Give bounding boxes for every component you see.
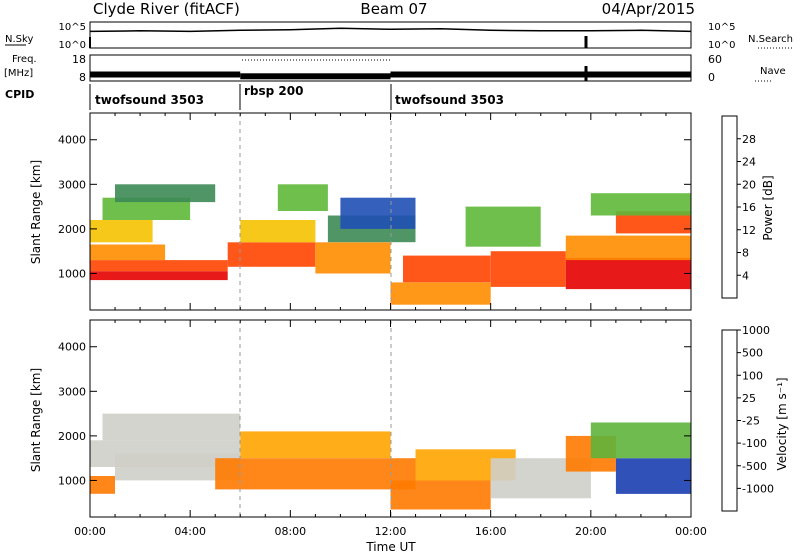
nsky-bottom-tick: 10^0 xyxy=(59,40,86,51)
nsearch-bottom-tick: 10^0 xyxy=(708,40,735,51)
freq-label: Freq. xyxy=(12,54,37,65)
time-tick-label: 00:00 xyxy=(675,525,707,538)
time-tick-label: 16:00 xyxy=(475,525,507,538)
velocity-colorbar-tick: -100 xyxy=(742,437,767,450)
velocity-colorbar-tick: 25 xyxy=(742,392,756,405)
cpid-segment-2: rbsp 200 xyxy=(244,84,303,98)
power-ytick-label: 4000 xyxy=(58,134,86,147)
velocity-colorbar-tick: 500 xyxy=(742,347,763,360)
velocity-band xyxy=(102,413,241,441)
power-band xyxy=(465,206,541,247)
nsearch-top-tick: 10^5 xyxy=(708,22,735,33)
velocity-colorbar-tick: -500 xyxy=(742,460,767,473)
time-tick-label: 04:00 xyxy=(174,525,206,538)
nsky-top-tick: 10^5 xyxy=(59,22,86,33)
velocity-ytick-label: 2000 xyxy=(58,430,86,443)
power-colorbar-tick: 16 xyxy=(742,201,756,214)
freq-segment-1 xyxy=(90,71,241,78)
power-band xyxy=(90,244,166,261)
power-ylabel: Slant Range [km] xyxy=(29,160,43,264)
power-ytick-label: 2000 xyxy=(58,223,86,236)
velocity-colorbar-label: Velocity [m s⁻¹] xyxy=(775,377,789,470)
freq-bottom-tick: 8 xyxy=(79,71,86,84)
power-panel: 1000 2000 3000 4000 Slant Range [km] 4 8 12 16… xyxy=(29,112,775,311)
station-title: Clyde River (fitACF) xyxy=(93,0,240,18)
time-axis-label: Time UT xyxy=(365,540,416,554)
time-tick-label: 20:00 xyxy=(575,525,607,538)
power-band xyxy=(565,235,691,261)
power-ytick-label: 1000 xyxy=(58,267,86,280)
nsky-series xyxy=(89,27,692,33)
velocity-ytick-label: 1000 xyxy=(58,474,86,487)
velocity-colorbar-tick: -25 xyxy=(742,415,760,428)
velocity-panel: 1000 2000 3000 4000 00:00 04:00 08:00 12:00 16:… xyxy=(29,319,789,554)
velocity-band xyxy=(90,476,115,494)
power-band xyxy=(277,184,328,211)
nsky-panel: N.Sky 10^5 10^0 10^5 10^0 N.Search xyxy=(5,21,793,51)
power-colorbar-tick: 24 xyxy=(742,156,756,169)
power-band xyxy=(490,251,566,287)
cpid-label: CPID xyxy=(5,88,34,101)
freq-top-tick: 18 xyxy=(72,53,86,66)
cpid-segment-3: twofsound 3503 xyxy=(395,93,504,107)
power-band xyxy=(90,260,228,272)
freq-unit: [MHz] xyxy=(4,68,33,79)
velocity-ylabel: Slant Range [km] xyxy=(29,368,43,472)
power-band xyxy=(240,220,316,243)
power-colorbar-tick: 8 xyxy=(742,247,749,260)
power-band xyxy=(340,197,416,229)
velocity-colorbar-tick: -1000 xyxy=(742,482,774,495)
cpid-segment-1: twofsound 3503 xyxy=(95,93,204,107)
velocity-band xyxy=(615,458,691,494)
power-band xyxy=(565,257,691,290)
nave-label: Nave xyxy=(760,66,786,77)
velocity-colorbar-tick: 1000 xyxy=(742,324,770,337)
time-tick-label: 12:00 xyxy=(375,525,407,538)
cpid-strip: CPID twofsound 3503 rbsp 200 twofsound 3… xyxy=(5,84,504,110)
power-ytick-label: 3000 xyxy=(58,178,86,191)
nsearch-label: N.Search xyxy=(748,34,793,45)
velocity-band xyxy=(215,458,416,490)
freq-panel: Freq. [MHz] 18 8 60 0 Nave xyxy=(4,53,786,84)
time-tick-label: 00:00 xyxy=(74,525,106,538)
velocity-ytick-label: 4000 xyxy=(58,341,86,354)
power-colorbar-tick: 12 xyxy=(742,224,756,237)
power-band xyxy=(403,255,491,283)
velocity-band xyxy=(390,480,491,510)
power-colorbar-tick: 20 xyxy=(742,178,756,191)
beam-title: Beam 07 xyxy=(360,0,427,18)
power-colorbar-label: Power [dB] xyxy=(761,175,775,240)
nsky-label: N.Sky xyxy=(5,34,33,45)
time-tick-label: 08:00 xyxy=(274,525,306,538)
power-band xyxy=(102,197,191,220)
velocity-band xyxy=(590,422,691,459)
power-band xyxy=(227,242,316,267)
freq-segment-3 xyxy=(390,71,691,78)
power-band xyxy=(115,184,216,203)
power-colorbar-tick: 28 xyxy=(742,133,756,146)
nave-top-tick: 60 xyxy=(708,53,722,66)
velocity-ytick-label: 3000 xyxy=(58,385,86,398)
freq-segment-2 xyxy=(240,73,391,80)
date-title: 04/Apr/2015 xyxy=(602,0,695,18)
nave-bottom-tick: 0 xyxy=(708,71,715,84)
velocity-band xyxy=(240,431,391,459)
power-band xyxy=(90,220,153,243)
power-band xyxy=(590,193,691,216)
power-band xyxy=(390,282,491,305)
power-band xyxy=(90,271,228,281)
power-band xyxy=(315,242,391,274)
velocity-colorbar-tick: 100 xyxy=(742,369,763,382)
power-colorbar-tick: 4 xyxy=(742,269,749,282)
power-band xyxy=(615,211,691,234)
